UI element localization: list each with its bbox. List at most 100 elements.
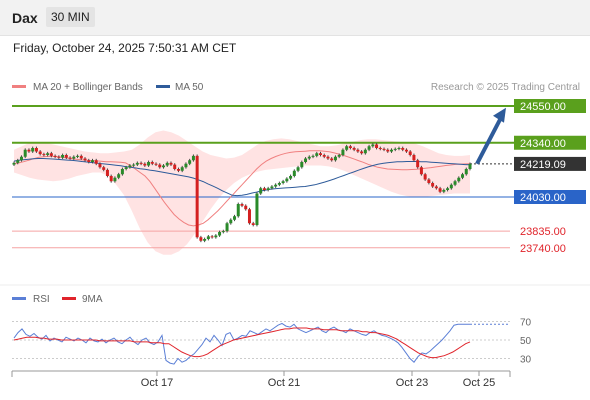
candle [184,162,188,169]
candle [12,161,16,167]
candle-body [113,177,117,182]
candle [135,161,139,167]
candle-body [38,151,42,155]
candle-body [404,149,408,152]
candle-body [195,155,199,238]
candle-body [468,163,472,169]
candle [236,202,240,218]
candle-body [337,155,341,157]
candle-body [412,155,416,161]
price-level-tag-1 [514,135,586,150]
candle-body [53,155,57,157]
candle-body [233,216,237,220]
legend-9ma-label: 9MA [82,294,103,305]
candle-body [360,151,364,154]
candle-body [356,149,360,152]
candle-body [442,190,446,192]
candle [333,155,337,162]
candle-body [285,178,289,182]
candle [94,158,98,166]
price-level-label-2: 24219.09 [520,159,566,171]
candle [188,158,192,166]
candle [307,155,311,160]
candle [203,237,207,243]
candle-body [326,156,330,159]
candle [360,150,364,155]
candle [19,155,23,162]
candle-body [139,162,143,164]
candle [214,234,218,239]
candle [423,172,427,181]
candle [442,188,446,194]
candle-body [176,169,180,171]
candle-body [277,183,281,185]
candle-body [188,160,192,164]
rsi-levels: 70 50 30 [12,318,532,366]
candle-body [304,158,308,162]
candle [16,158,20,165]
candle [461,172,465,180]
candle [427,178,431,185]
candle [337,153,341,159]
candle [457,176,461,183]
candle [23,148,27,159]
candle [289,174,293,181]
candle [431,181,435,188]
candle-body [244,205,248,210]
candle-body [251,223,255,225]
candle-body [105,169,109,176]
candle-body [333,156,337,161]
candle [251,221,255,227]
candle-body [31,148,35,152]
candles [12,143,472,243]
candle-body [363,149,367,154]
candle-body [94,160,98,164]
legend-swatch-ma50 [156,85,170,88]
candle-body [147,162,151,166]
candle-body [427,179,431,183]
candle [57,155,61,160]
candle-body [300,162,304,168]
x-tick-label: Oct 17 [141,377,173,389]
candle [72,155,76,160]
candle-body [16,160,20,163]
candle-body [79,155,83,159]
candle [393,147,397,152]
candle [419,165,423,176]
candle [105,168,109,178]
candle [165,161,169,167]
candle-body [352,148,356,150]
candle [244,204,248,211]
candle-body [206,236,210,239]
bollinger-band-area [14,130,470,255]
candle [76,154,80,159]
candle [255,192,259,227]
candle-body [150,162,154,164]
candle-body [292,170,296,176]
candle [191,154,195,162]
candle [277,181,281,187]
candle-body [76,155,80,157]
candle [109,174,113,183]
candle [68,156,72,160]
candle [64,153,68,160]
price-level-tag-3 [514,190,586,204]
candle [390,148,394,153]
price-level-tag-2 [514,156,586,171]
candle [408,150,412,157]
candle-body [375,144,379,148]
rsi-9ma-line [13,327,471,359]
candle [240,202,244,208]
rsi-lines [13,322,510,365]
candle-body [419,167,423,175]
candle [169,161,173,167]
price-level-label-0: 24550.00 [520,101,566,113]
candle-body [57,156,61,158]
candle [139,161,143,166]
candle-body [457,177,461,182]
candle [147,160,151,167]
timeframe-button[interactable]: 30 MIN [46,7,95,27]
candle [326,155,330,160]
candle [356,148,360,153]
